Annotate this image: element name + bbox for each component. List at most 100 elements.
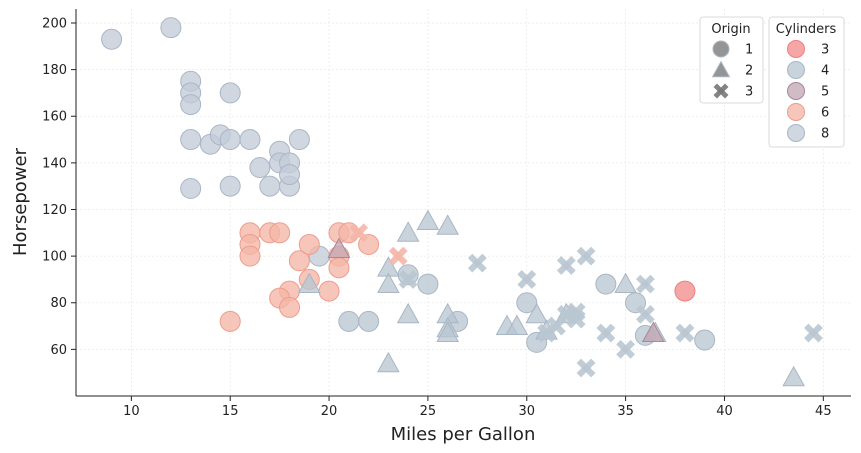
y-tick-label: 140 <box>42 156 67 171</box>
data-point-origin-1-cyl-6 <box>288 250 310 272</box>
data-point-origin-2-cyl-4 <box>396 221 420 242</box>
data-point-origin-1-cyl-4 <box>595 273 617 295</box>
legend-origin-label: 1 <box>745 43 753 58</box>
data-point-origin-1-cyl-8 <box>219 129 241 151</box>
data-point-origin-1-cyl-8 <box>219 175 241 197</box>
x-tick-label: 25 <box>420 404 437 419</box>
data-point-origin-1-cyl-6 <box>328 257 350 279</box>
data-point-origin-3-cyl-4 <box>576 246 596 266</box>
axes <box>75 9 851 397</box>
y-axis-label: Horsepower <box>10 147 31 256</box>
legend-cylinders-marker <box>787 82 805 100</box>
data-point-origin-1-cyl-6 <box>298 233 320 255</box>
legend-origin-marker <box>712 40 730 58</box>
data-point-origin-3-cyl-4 <box>556 256 576 275</box>
y-tick-label: 120 <box>42 203 67 218</box>
data-point-origin-2-cyl-5 <box>327 237 351 259</box>
data-point-origin-2-cyl-4 <box>782 365 806 387</box>
data-point-origin-2-cyl-4 <box>416 209 440 231</box>
legend-cylinders-label: 5 <box>821 85 829 100</box>
data-point-origin-2-cyl-4 <box>396 302 420 324</box>
x-tick-label: 35 <box>617 404 634 419</box>
data-point-origin-1-cyl-6 <box>279 296 301 318</box>
data-point-origin-1-cyl-4 <box>417 273 439 295</box>
x-axis-label: Miles per Gallon <box>391 424 536 445</box>
data-point-origin-1-cyl-6 <box>269 222 291 244</box>
data-point-origin-3-cyl-4 <box>398 270 418 289</box>
x-tick-label: 20 <box>321 404 338 419</box>
legend-cylinders-label: 8 <box>821 127 829 142</box>
x-tick-label: 15 <box>222 404 239 419</box>
data-point-origin-1-cyl-6 <box>318 280 340 302</box>
legend-cylinders-marker <box>787 124 805 142</box>
data-point-origin-1-cyl-3 <box>674 280 696 302</box>
legend-cylinders-title: Cylinders <box>776 22 837 37</box>
data-point-origin-2-cyl-4 <box>436 321 460 342</box>
data-point-origin-1-cyl-4 <box>516 292 538 314</box>
legend-cylinders-label: 4 <box>821 64 829 79</box>
data-point-origin-3-cyl-4 <box>517 270 537 289</box>
data-point-origin-3-cyl-6 <box>388 246 408 266</box>
data-point-origin-1-cyl-4 <box>358 310 380 332</box>
legend-origin-marker <box>713 83 729 99</box>
data-point-origin-2-cyl-4 <box>297 272 321 293</box>
legend-origin-marker <box>711 60 731 78</box>
legend-cylinders-label: 6 <box>821 106 829 121</box>
y-tick-label: 60 <box>50 343 67 358</box>
x-tick-label: 30 <box>518 404 535 419</box>
data-point-origin-3-cyl-4 <box>576 358 596 378</box>
y-tick-label: 80 <box>50 296 67 311</box>
data-point-origin-2-cyl-4 <box>525 302 549 324</box>
legend-cylinders-marker <box>787 40 805 58</box>
data-point-origin-1-cyl-8 <box>101 28 123 50</box>
data-point-origin-1-cyl-8 <box>259 175 281 197</box>
data-point-origin-2-cyl-4 <box>377 272 400 293</box>
x-tick-label: 45 <box>815 404 832 419</box>
data-point-origin-1-cyl-8 <box>160 17 182 39</box>
data-point-origin-3-cyl-4 <box>635 305 655 324</box>
data-points <box>101 17 823 387</box>
legend-cylinders-marker <box>787 61 805 79</box>
data-point-origin-3-cyl-4 <box>596 323 616 343</box>
legend-origin-title: Origin <box>711 22 750 37</box>
data-point-origin-1-cyl-8 <box>288 129 310 151</box>
data-point-origin-1-cyl-8 <box>249 157 271 179</box>
data-point-origin-1-cyl-8 <box>180 178 202 200</box>
data-point-origin-2-cyl-4 <box>377 351 400 373</box>
data-point-origin-2-cyl-5 <box>641 321 665 342</box>
legend-cylinders-marker <box>787 103 805 121</box>
data-point-origin-2-cyl-4 <box>614 272 637 293</box>
data-point-origin-1-cyl-8 <box>219 82 241 104</box>
y-tick-label: 100 <box>42 250 67 265</box>
legend-cylinders: Cylinders 3 4 5 6 8 <box>768 16 845 148</box>
data-point-origin-1-cyl-8 <box>180 94 202 116</box>
y-ticks: 60 80 100 120 140 160 180 200 <box>42 16 76 358</box>
data-point-origin-3-cyl-4 <box>616 339 636 359</box>
data-point-origin-3-cyl-4 <box>566 309 586 329</box>
data-point-origin-2-cyl-4 <box>505 314 529 335</box>
data-point-origin-3-cyl-4 <box>635 274 655 294</box>
data-point-origin-3-cyl-4 <box>804 323 823 343</box>
legend-cylinders-label: 3 <box>821 43 829 58</box>
x-ticks: 10 15 20 25 30 35 40 45 <box>123 396 832 419</box>
data-point-origin-1-cyl-4 <box>694 329 716 351</box>
legend-origin-frame <box>699 16 764 104</box>
y-tick-label: 180 <box>42 63 67 78</box>
legend-origin: Origin 1 2 3 <box>699 16 764 104</box>
data-point-origin-3-cyl-4 <box>467 253 487 273</box>
y-tick-label: 160 <box>42 110 67 125</box>
data-point-origin-3-cyl-4 <box>675 323 695 343</box>
data-point-origin-3-cyl-6 <box>349 223 369 243</box>
data-point-origin-1-cyl-4 <box>338 310 360 332</box>
data-point-origin-1-cyl-6 <box>239 245 261 267</box>
x-tick-label: 10 <box>123 404 140 419</box>
data-point-origin-1-cyl-8 <box>279 164 301 186</box>
data-point-origin-3-cyl-4 <box>547 316 566 336</box>
data-point-origin-1-cyl-6 <box>219 310 241 332</box>
data-point-origin-1-cyl-8 <box>239 129 261 151</box>
y-tick-label: 200 <box>42 16 67 31</box>
data-point-origin-2-cyl-4 <box>436 214 460 235</box>
legend-origin-label: 3 <box>745 85 753 100</box>
data-point-origin-1-cyl-8 <box>180 129 202 151</box>
